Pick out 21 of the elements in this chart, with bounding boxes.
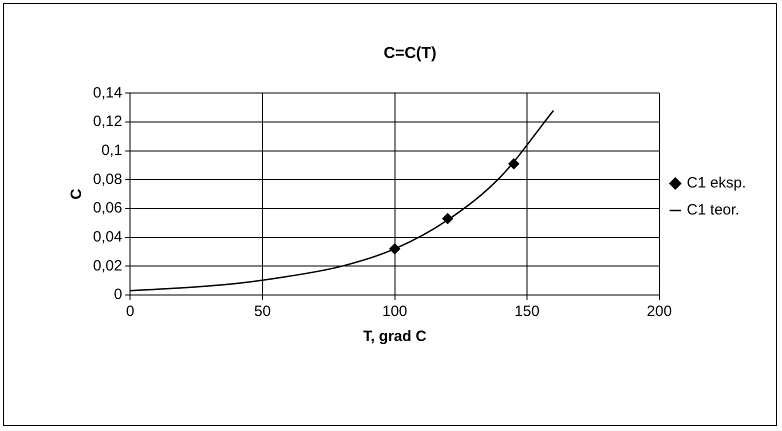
chart-title: C=C(T) [384,45,436,62]
y-tick-label: 0,06 [92,200,122,217]
y-tick-label: 0,12 [92,113,122,130]
y-axis-title: C [68,188,86,200]
y-tick-label: 0,1 [101,142,122,159]
x-tick-label: 0 [126,303,134,320]
y-tick-label: 0,14 [92,84,122,102]
legend-label: C1 teor. [686,202,740,219]
x-tick-label: 150 [514,303,540,320]
point [389,243,400,254]
legend-label: C1 eksp. [686,174,746,192]
y-tick-label: 0,08 [92,170,122,188]
x-tick-label: 200 [646,303,672,320]
point [508,158,520,170]
x-tick-label: 50 [254,303,271,320]
x-tick-label: 100 [382,303,408,320]
y-tick-label: 0,04 [92,228,122,246]
y-tick-label: 0 [114,286,122,304]
point [442,213,454,224]
y-tick-label: 0,02 [92,257,122,274]
x-axis-title: T, grad C [363,328,427,346]
